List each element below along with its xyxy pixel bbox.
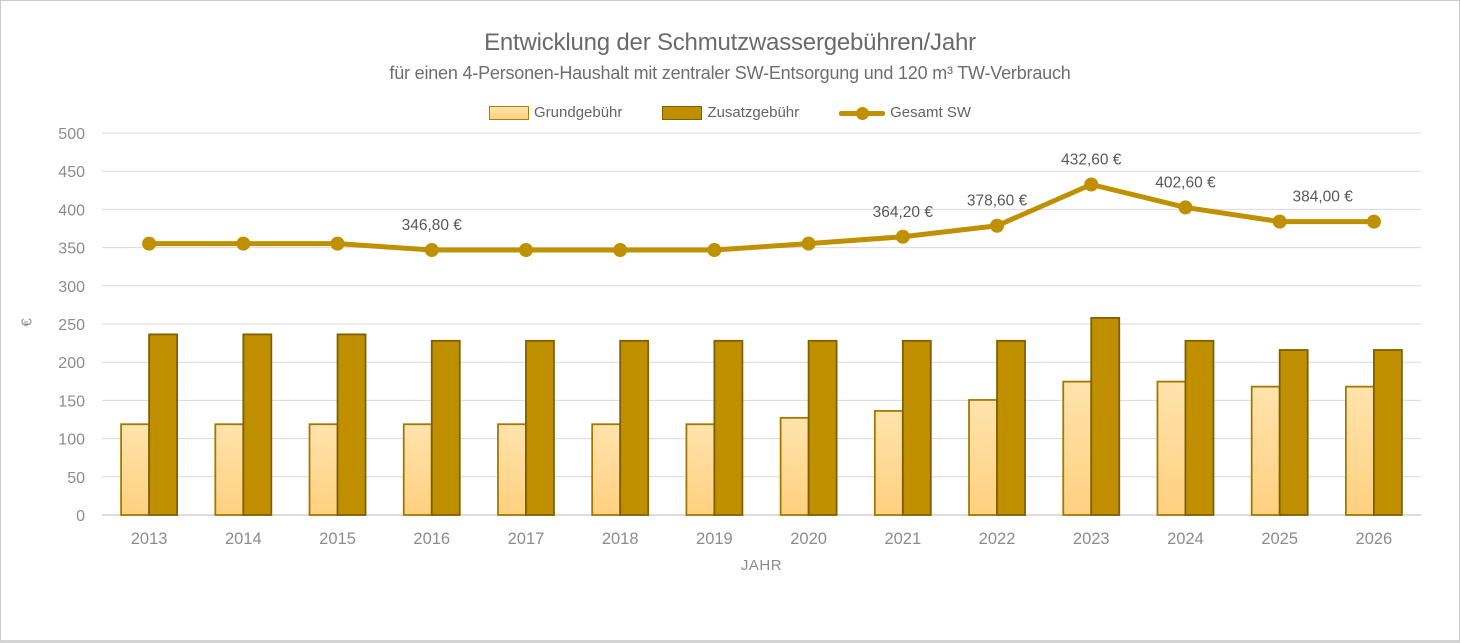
bar-grundgebuehr-2023: [1062, 380, 1093, 516]
gesamt-sw-marker-2017: [518, 243, 533, 258]
x-tick-label: 2023: [1073, 530, 1110, 548]
bar-grundgebuehr-2014: [214, 423, 245, 516]
bar-zusatzgebuehr-2022: [996, 339, 1026, 516]
gesamt-sw-marker-2018: [613, 243, 628, 258]
x-tick-label: 2016: [413, 530, 450, 548]
bar-grundgebuehr-2021: [873, 410, 904, 516]
y-tick-label: 500: [58, 126, 85, 143]
bar-grundgebuehr-2026: [1344, 385, 1375, 516]
x-tick-label: 2025: [1261, 530, 1298, 548]
gesamt-sw-marker-2019: [707, 243, 722, 258]
data-label-2025: 384,00 €: [1293, 189, 1354, 206]
bar-grundgebuehr-2018: [591, 423, 622, 516]
data-label-2022: 378,60 €: [967, 193, 1028, 210]
bar-zusatzgebuehr-2020: [807, 339, 838, 516]
y-tick-label: 150: [58, 393, 85, 410]
gesamt-sw-marker-2021: [895, 229, 910, 244]
data-label-2024: 402,60 €: [1155, 174, 1216, 191]
bar-zusatzgebuehr-2014: [242, 333, 273, 516]
bar-zusatzgebuehr-2015: [336, 333, 367, 516]
bar-zusatzgebuehr-2026: [1372, 349, 1403, 516]
y-tick-label: 400: [58, 202, 85, 219]
gesamt-sw-marker-2024: [1178, 200, 1193, 215]
gesamt-sw-marker-2014: [236, 236, 251, 251]
y-tick-label: 50: [67, 470, 85, 487]
bar-grundgebuehr-2016: [402, 423, 433, 516]
bar-grundgebuehr-2015: [308, 423, 339, 516]
legend-item-gesamt-sw[interactable]: Gesamt SW: [839, 104, 971, 121]
x-tick-label: 2015: [319, 530, 356, 548]
x-tick-label: 2014: [225, 530, 262, 548]
gesamt-sw-marker-2020: [801, 236, 816, 251]
bar-zusatzgebuehr-2021: [901, 339, 932, 516]
x-axis-title: JAHR: [740, 557, 783, 574]
x-tick-label: 2022: [979, 530, 1016, 548]
bar-zusatzgebuehr-2018: [619, 339, 650, 516]
bar-zusatzgebuehr-2024: [1184, 339, 1215, 516]
legend: Grundgebühr Zusatzgebühr Gesamt SW: [1, 104, 1459, 121]
legend-label-grundgebuehr: Grundgebühr: [534, 104, 623, 121]
bar-zusatzgebuehr-2017: [525, 339, 555, 516]
bar-grundgebuehr-2025: [1250, 385, 1281, 516]
bar-grundgebuehr-2020: [779, 416, 810, 516]
x-tick-label: 2018: [602, 530, 639, 548]
y-tick-label: 450: [58, 164, 85, 181]
legend-swatch-zusatzgebuehr-icon: [662, 105, 703, 120]
y-tick-label: 200: [58, 355, 85, 372]
y-axis-title: €: [18, 318, 36, 327]
gesamt-sw-marker-2026: [1366, 214, 1381, 229]
y-tick-label: 350: [58, 241, 85, 258]
x-tick-label: 2013: [131, 530, 168, 548]
legend-label-gesamt-sw: Gesamt SW: [890, 104, 971, 121]
data-label-2023: 432,60 €: [1061, 151, 1122, 168]
x-tick-label: 2017: [508, 530, 545, 548]
bar-grundgebuehr-2019: [685, 423, 716, 516]
gesamt-sw-marker-2025: [1272, 214, 1287, 229]
gesamt-sw-marker-2022: [990, 218, 1005, 233]
y-tick-label: 100: [58, 432, 85, 449]
data-label-2021: 364,20 €: [873, 204, 934, 221]
y-tick-label: 250: [58, 317, 85, 334]
bar-grundgebuehr-2017: [497, 423, 527, 516]
x-tick-label: 2026: [1356, 530, 1393, 548]
x-tick-label: 2021: [884, 530, 921, 548]
gesamt-sw-line: [146, 181, 1377, 253]
gesamt-sw-marker-2016: [424, 243, 439, 258]
chart-title: Entwicklung der Schmutzwassergebühren/Ja…: [484, 29, 976, 56]
bar-grundgebuehr-2013: [120, 423, 151, 516]
legend-swatch-gesamt-sw-icon: [839, 106, 886, 120]
x-tick-label: 2019: [696, 530, 733, 548]
legend-swatch-grundgebuehr-icon: [489, 105, 529, 120]
y-tick-label: 0: [76, 508, 85, 525]
chart-subtitle: für einen 4-Personen-Haushalt mit zentra…: [389, 63, 1071, 83]
x-tick-label: 2024: [1167, 530, 1204, 548]
bar-zusatzgebuehr-2025: [1278, 349, 1309, 516]
bar-zusatzgebuehr-2016: [430, 339, 461, 516]
legend-item-grundgebuehr[interactable]: Grundgebühr: [489, 104, 622, 121]
gesamt-sw-marker-2013: [142, 236, 157, 251]
bar-grundgebuehr-2022: [968, 399, 998, 516]
bar-zusatzgebuehr-2013: [148, 333, 179, 516]
gesamt-sw-marker-2015: [330, 236, 345, 251]
bar-zusatzgebuehr-2023: [1090, 316, 1121, 516]
gesamt-sw-marker-2023: [1084, 177, 1099, 192]
legend-label-zusatzgebuehr: Zusatzgebühr: [707, 104, 800, 121]
y-tick-label: 300: [58, 279, 85, 296]
bar-zusatzgebuehr-2019: [713, 339, 744, 516]
data-label-2016: 346,80 €: [402, 217, 463, 234]
bar-grundgebuehr-2024: [1156, 380, 1187, 516]
legend-item-zusatzgebuehr[interactable]: Zusatzgebühr: [662, 104, 799, 121]
x-tick-label: 2020: [790, 530, 827, 548]
